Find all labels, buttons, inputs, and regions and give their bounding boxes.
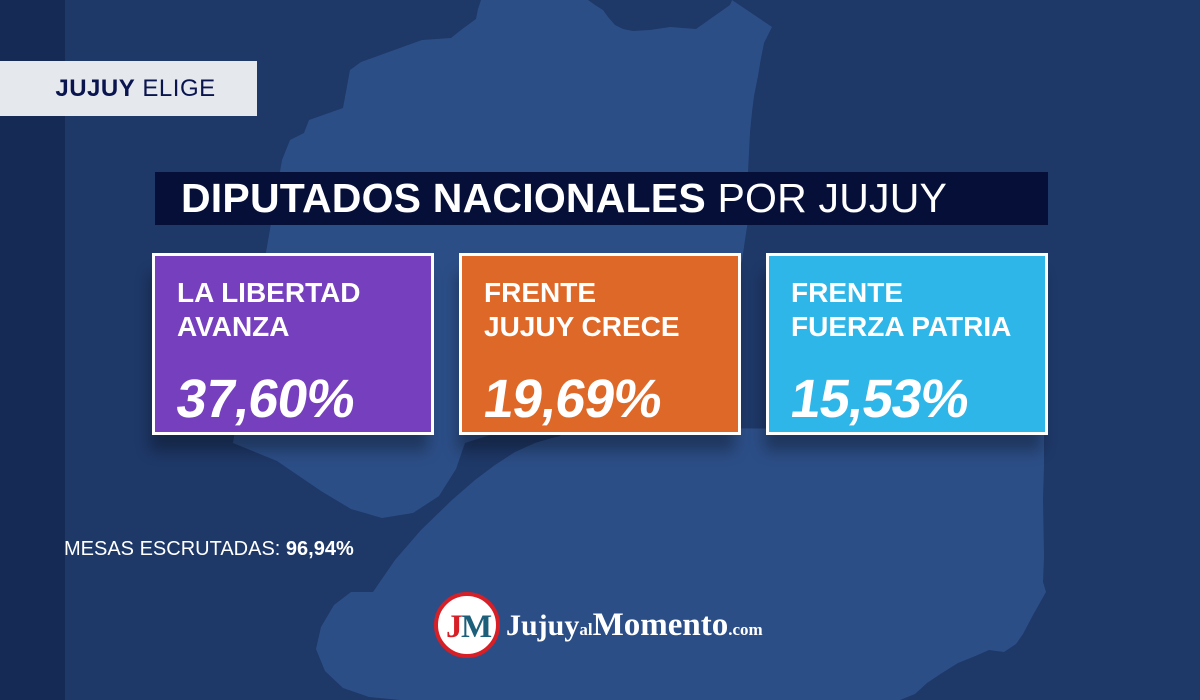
svg-text:M: M	[461, 609, 492, 645]
